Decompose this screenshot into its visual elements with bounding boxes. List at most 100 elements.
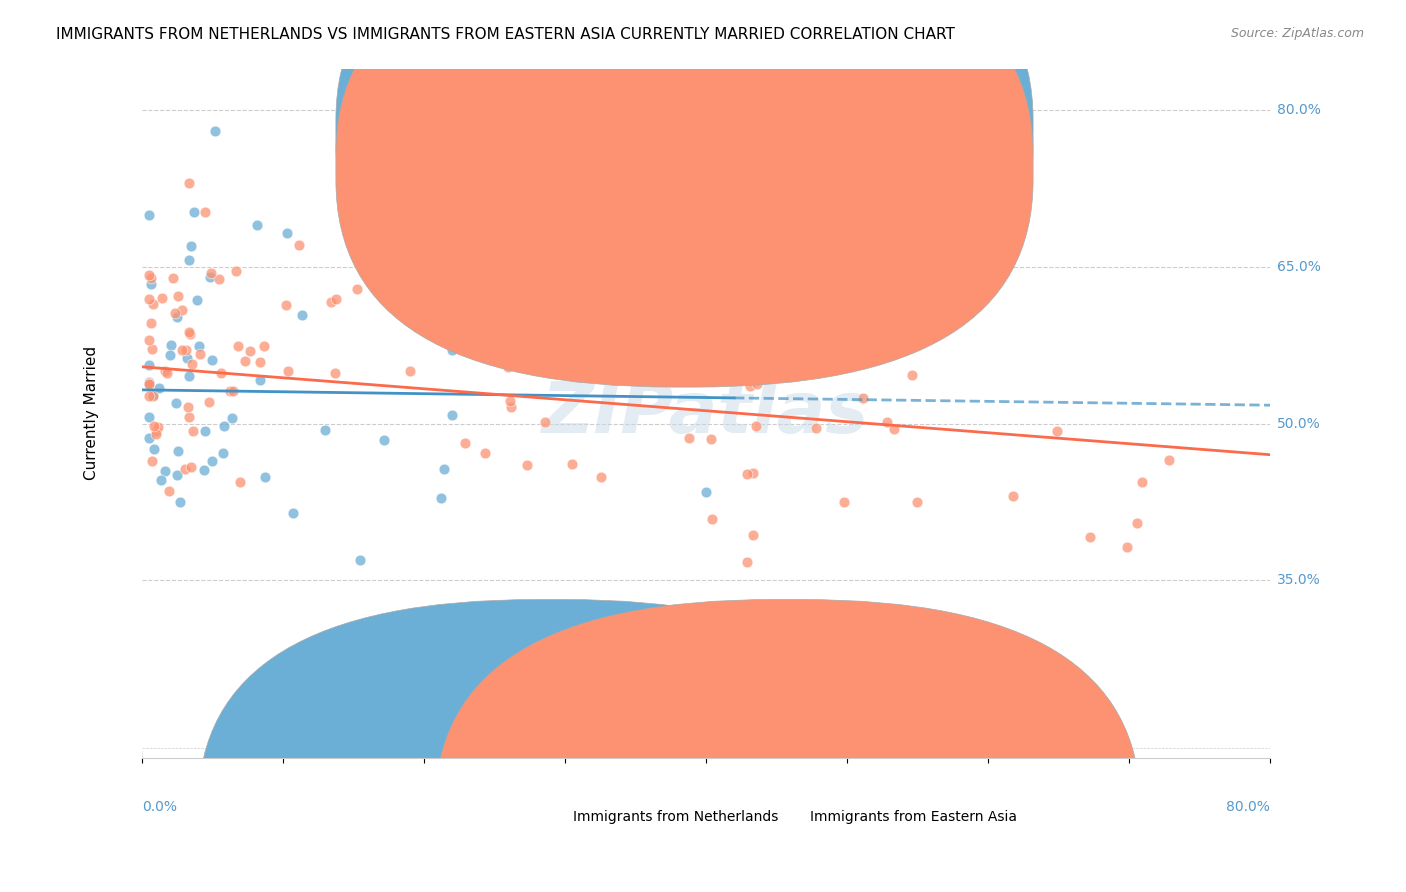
Text: N = 97: N = 97 (813, 159, 870, 174)
Text: IMMIGRANTS FROM NETHERLANDS VS IMMIGRANTS FROM EASTERN ASIA CURRENTLY MARRIED CO: IMMIGRANTS FROM NETHERLANDS VS IMMIGRANT… (56, 27, 955, 42)
Point (806, 420, 828, 434)
Point (145, 427, 167, 442)
Point (138, 389, 160, 403)
Point (534, 415, 557, 429)
Point (181, 357, 204, 371)
Point (254, 470, 277, 484)
Point (149, 473, 172, 487)
Text: N = 49: N = 49 (813, 125, 870, 139)
Point (183, 205, 205, 219)
Text: Immigrants from Netherlands: Immigrants from Netherlands (572, 810, 778, 823)
Point (204, 124, 226, 138)
Point (180, 459, 202, 474)
Point (349, 553, 371, 567)
Point (138, 375, 160, 389)
FancyBboxPatch shape (436, 599, 1140, 892)
Point (246, 218, 269, 232)
Point (142, 389, 165, 403)
Point (1115, 540, 1137, 554)
Point (153, 363, 176, 377)
Point (1046, 424, 1069, 438)
Point (159, 347, 181, 361)
Point (735, 467, 758, 482)
Point (200, 266, 222, 280)
Point (138, 292, 160, 306)
Text: 50.0%: 50.0% (1277, 417, 1320, 431)
Text: Immigrants from Eastern Asia: Immigrants from Eastern Asia (810, 810, 1017, 823)
Point (138, 376, 160, 391)
Point (745, 419, 768, 434)
Text: 80.0%: 80.0% (1277, 103, 1322, 118)
Point (440, 409, 463, 423)
Point (598, 352, 620, 367)
Point (291, 308, 314, 322)
Point (166, 288, 188, 302)
Point (177, 400, 200, 414)
Point (1078, 530, 1101, 544)
Point (194, 205, 217, 219)
Point (169, 495, 191, 509)
Point (159, 338, 181, 352)
Point (193, 463, 215, 477)
Text: 80.0%: 80.0% (1226, 800, 1270, 814)
Point (138, 268, 160, 282)
Point (373, 434, 395, 448)
Point (177, 177, 200, 191)
Point (319, 295, 342, 310)
Point (516, 458, 538, 472)
Point (166, 467, 188, 482)
Point (678, 431, 700, 445)
Point (700, 512, 723, 526)
Point (201, 454, 224, 468)
Point (167, 444, 190, 458)
Point (208, 272, 231, 286)
Text: Currently Married: Currently Married (83, 346, 98, 481)
Point (142, 388, 165, 402)
Point (742, 466, 765, 480)
Point (681, 298, 703, 312)
Point (883, 422, 905, 436)
Text: 35.0%: 35.0% (1277, 574, 1320, 588)
Point (274, 298, 297, 312)
Point (173, 461, 195, 475)
Point (180, 239, 202, 253)
Point (876, 416, 898, 430)
Point (832, 495, 855, 509)
Point (143, 418, 166, 433)
Point (221, 384, 243, 398)
Point (1125, 516, 1147, 531)
Point (209, 366, 232, 380)
Point (624, 709, 647, 723)
Point (197, 394, 219, 409)
Point (201, 352, 224, 367)
FancyBboxPatch shape (336, 0, 1033, 387)
Point (314, 423, 336, 437)
Point (276, 227, 298, 241)
Point (143, 442, 166, 456)
Point (226, 338, 249, 352)
Point (499, 393, 522, 408)
Point (1159, 452, 1181, 467)
Point (172, 303, 194, 318)
Point (177, 410, 200, 425)
Point (740, 379, 762, 393)
Point (900, 368, 922, 383)
Point (496, 360, 519, 375)
Point (486, 350, 509, 364)
Point (219, 384, 242, 399)
Point (138, 358, 160, 372)
Point (179, 326, 201, 341)
Point (165, 396, 187, 410)
Text: Source: ZipAtlas.com: Source: ZipAtlas.com (1230, 27, 1364, 40)
Point (700, 432, 723, 446)
Text: 0.0%: 0.0% (142, 800, 177, 814)
Point (138, 410, 160, 425)
Point (589, 470, 612, 484)
Point (561, 457, 583, 471)
Point (177, 368, 200, 383)
Point (138, 377, 160, 392)
Text: -0.016: -0.016 (744, 125, 797, 139)
Point (441, 343, 464, 358)
Text: -0.310: -0.310 (744, 159, 797, 174)
Point (499, 401, 522, 415)
